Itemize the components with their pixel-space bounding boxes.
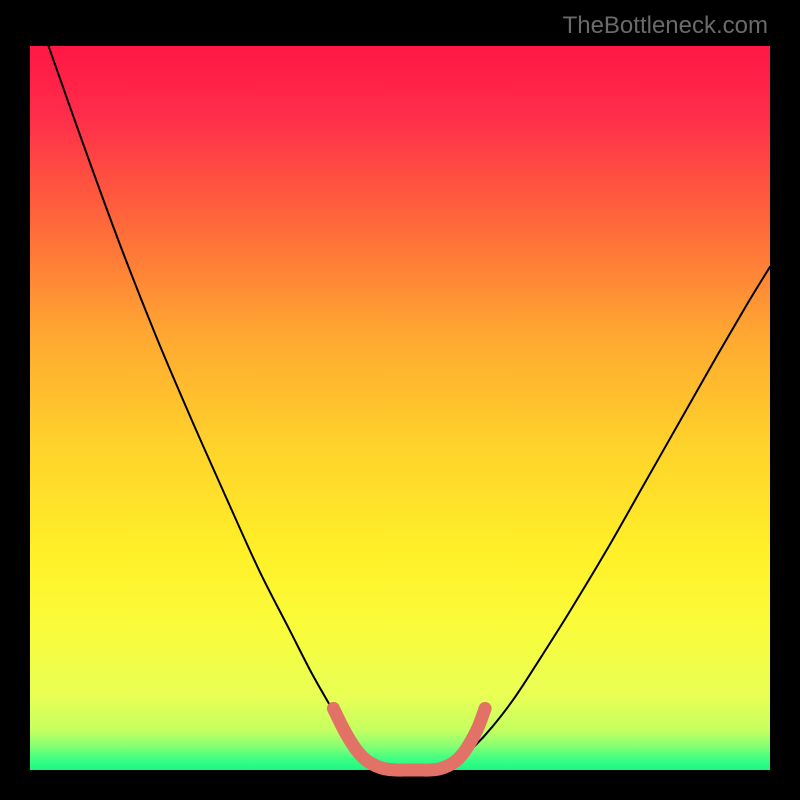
plot-background <box>30 46 770 770</box>
watermark-text: TheBottleneck.com <box>563 12 768 40</box>
chart-stage: TheBottleneck.com <box>0 0 800 800</box>
chart-svg <box>0 0 800 800</box>
